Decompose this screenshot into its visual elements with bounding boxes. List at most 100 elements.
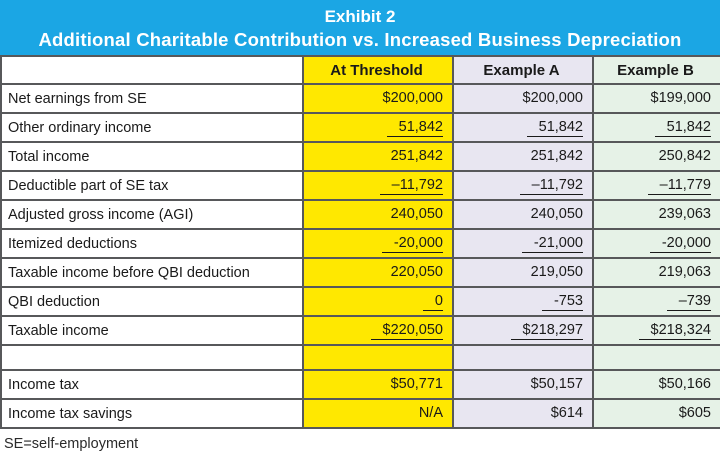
cell-example-a: $218,297: [452, 315, 594, 346]
cell-value: 240,050: [390, 206, 443, 222]
table-row: Other ordinary income 51,842 51,842 51,8…: [0, 112, 720, 143]
row-label: [0, 344, 304, 371]
cell-example-a: –11,792: [452, 170, 594, 201]
cell-value: 219,063: [658, 264, 711, 280]
cell-at-threshold: 51,842: [302, 112, 454, 143]
table-body: Net earnings from SE $200,000 $200,000 $…: [0, 83, 720, 429]
cell-at-threshold: 0: [302, 286, 454, 317]
cell-at-threshold: –11,792: [302, 170, 454, 201]
row-label: Income tax savings: [0, 398, 304, 429]
header-example-a: Example A: [452, 55, 594, 85]
table-header-row: At Threshold Example A Example B: [0, 55, 720, 85]
cell-at-threshold: $200,000: [302, 83, 454, 114]
cell-value: $218,297: [510, 322, 583, 340]
cell-value: –11,792: [519, 177, 583, 195]
table-row: Total income 251,842 251,842 250,842: [0, 141, 720, 172]
cell-value: 220,050: [390, 264, 443, 280]
cell-example-b: 239,063: [592, 199, 720, 230]
exhibit-title-band: Exhibit 2 Additional Charitable Contribu…: [0, 0, 720, 55]
row-label: Net earnings from SE: [0, 83, 304, 114]
cell-example-a: $614: [452, 398, 594, 429]
row-label: Adjusted gross income (AGI): [0, 199, 304, 230]
cell-value: 51,842: [654, 119, 711, 137]
cell-value: –739: [666, 293, 711, 311]
table-row: Income tax savings N/A $614 $605: [0, 398, 720, 429]
table-row: Deductible part of SE tax –11,792 –11,79…: [0, 170, 720, 201]
row-label: Total income: [0, 141, 304, 172]
table-row: Taxable income $220,050 $218,297 $218,32…: [0, 315, 720, 346]
cell-example-b: [592, 344, 720, 371]
cell-example-b: $218,324: [592, 315, 720, 346]
cell-value: 251,842: [530, 148, 583, 164]
cell-at-threshold: $50,771: [302, 369, 454, 400]
cell-value: -753: [541, 293, 583, 311]
cell-example-a: 219,050: [452, 257, 594, 288]
cell-example-b: $605: [592, 398, 720, 429]
exhibit-number: Exhibit 2: [324, 7, 396, 26]
cell-value: $50,771: [390, 376, 443, 392]
cell-value: $218,324: [638, 322, 711, 340]
cell-example-a: -21,000: [452, 228, 594, 259]
table-row: Taxable income before QBI deduction 220,…: [0, 257, 720, 288]
cell-value: -21,000: [521, 235, 583, 253]
cell-value: $199,000: [650, 90, 711, 106]
cell-value: –11,792: [379, 177, 443, 195]
table-row: Income tax $50,771 $50,157 $50,166: [0, 369, 720, 400]
cell-value: $220,050: [370, 322, 443, 340]
cell-at-threshold: 220,050: [302, 257, 454, 288]
cell-example-a: 251,842: [452, 141, 594, 172]
cell-example-a: -753: [452, 286, 594, 317]
cell-at-threshold: 251,842: [302, 141, 454, 172]
cell-at-threshold: [302, 344, 454, 371]
row-label: Taxable income before QBI deduction: [0, 257, 304, 288]
cell-value: 0: [422, 293, 443, 311]
table-row: Adjusted gross income (AGI) 240,050 240,…: [0, 199, 720, 230]
table-row: Net earnings from SE $200,000 $200,000 $…: [0, 83, 720, 114]
cell-value: 240,050: [530, 206, 583, 222]
row-label: Deductible part of SE tax: [0, 170, 304, 201]
row-label: Taxable income: [0, 315, 304, 346]
cell-example-a: $200,000: [452, 83, 594, 114]
table-row: QBI deduction 0 -753 –739: [0, 286, 720, 317]
cell-example-b: $50,166: [592, 369, 720, 400]
cell-value: $614: [550, 405, 583, 421]
cell-value: 51,842: [526, 119, 583, 137]
footnote-se-definition: SE=self-employment: [4, 436, 139, 452]
cell-example-b: 219,063: [592, 257, 720, 288]
cell-value: -20,000: [381, 235, 443, 253]
cell-at-threshold: 240,050: [302, 199, 454, 230]
cell-example-b: –739: [592, 286, 720, 317]
cell-example-b: –11,779: [592, 170, 720, 201]
cell-example-b: $199,000: [592, 83, 720, 114]
cell-value: 250,842: [658, 148, 711, 164]
row-label: Income tax: [0, 369, 304, 400]
header-at-threshold: At Threshold: [302, 55, 454, 85]
cell-value: 239,063: [658, 206, 711, 222]
row-label: Other ordinary income: [0, 112, 304, 143]
row-label: Itemized deductions: [0, 228, 304, 259]
cell-example-a: [452, 344, 594, 371]
row-label: QBI deduction: [0, 286, 304, 317]
table-row: [0, 344, 720, 371]
cell-value: 219,050: [530, 264, 583, 280]
cell-value: $200,000: [522, 90, 583, 106]
cell-example-b: -20,000: [592, 228, 720, 259]
cell-value: 51,842: [386, 119, 443, 137]
cell-value: N/A: [418, 405, 443, 421]
table-row: Itemized deductions -20,000 -21,000 -20,…: [0, 228, 720, 259]
cell-value: $50,166: [658, 376, 711, 392]
cell-value: –11,779: [647, 177, 711, 195]
cell-at-threshold: N/A: [302, 398, 454, 429]
header-example-b: Example B: [592, 55, 720, 85]
cell-value: 251,842: [390, 148, 443, 164]
cell-example-a: $50,157: [452, 369, 594, 400]
cell-at-threshold: $220,050: [302, 315, 454, 346]
cell-example-a: 240,050: [452, 199, 594, 230]
table-header: At Threshold Example A Example B: [0, 55, 720, 85]
cell-example-a: 51,842: [452, 112, 594, 143]
cell-value: -20,000: [649, 235, 711, 253]
cell-value: $200,000: [382, 90, 443, 106]
exhibit-title: Additional Charitable Contribution vs. I…: [38, 29, 682, 50]
cell-value: $605: [678, 405, 711, 421]
